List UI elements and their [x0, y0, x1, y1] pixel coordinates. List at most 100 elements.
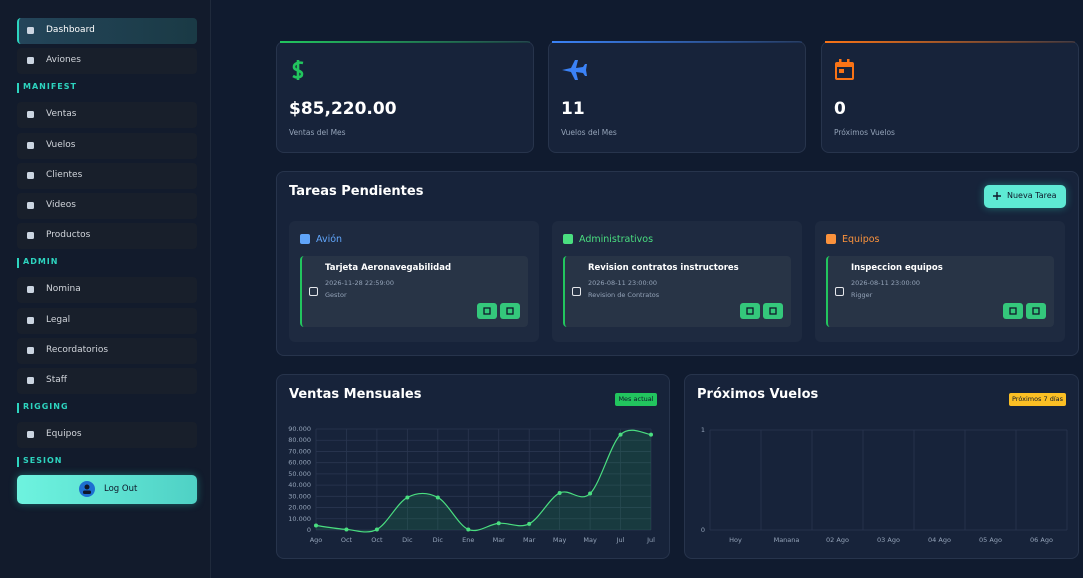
stat-accent — [825, 41, 1075, 43]
x-tick-label: Mar — [523, 536, 536, 544]
stat-accent — [280, 41, 530, 43]
task-title: Inspeccion equipos — [851, 263, 943, 273]
point — [466, 527, 471, 532]
task-meta: Gestor — [325, 291, 347, 299]
task-action-button[interactable] — [477, 303, 497, 319]
task-action-button[interactable] — [763, 303, 783, 319]
nav-item[interactable] — [17, 277, 197, 304]
chart-badge: Mes actual — [615, 393, 657, 406]
x-tick-label: May — [583, 536, 597, 544]
stat-label: Vuelos del Mes — [561, 128, 617, 137]
nav-label: Vuelos — [46, 139, 76, 150]
icon — [1009, 307, 1017, 315]
x-tick-label: Jul — [646, 536, 655, 544]
task-meta: Rigger — [851, 291, 873, 299]
x-tick-label: Ene — [462, 536, 474, 544]
icon — [27, 316, 34, 324]
nav-item[interactable] — [17, 102, 197, 129]
line — [315, 429, 652, 533]
nav-label: Equipos — [46, 429, 82, 440]
point — [435, 495, 440, 500]
x-tick-label: 06 Ago — [1030, 536, 1053, 544]
y-tick-label: 80.000 — [288, 436, 311, 444]
nav-section: SESION — [23, 456, 63, 466]
icon — [1032, 307, 1040, 315]
icon — [79, 481, 95, 497]
icon — [746, 307, 754, 315]
nav-label: Staff — [46, 375, 67, 385]
stat-value: 0 — [834, 99, 846, 119]
y-tick-label: 50.000 — [288, 470, 311, 478]
icon — [826, 234, 836, 244]
nav-item[interactable] — [17, 162, 197, 189]
icon — [27, 27, 34, 34]
icon — [300, 234, 310, 244]
point — [618, 432, 623, 437]
nav-item[interactable] — [17, 18, 197, 44]
chart-badge: Próximos 7 días — [1009, 393, 1066, 406]
point — [557, 490, 562, 495]
task-action-button[interactable] — [1026, 303, 1046, 319]
nav-label: Clientes — [46, 169, 83, 180]
task-title: Tarjeta Aeronavegabilidad — [325, 263, 452, 273]
nav-item[interactable] — [17, 307, 197, 334]
point — [588, 491, 593, 496]
nav-section-bar — [17, 258, 19, 269]
nav-item[interactable] — [17, 422, 197, 449]
y-tick-label: 1 — [701, 426, 705, 434]
icon — [27, 141, 34, 149]
y-tick-label: 10.000 — [288, 515, 311, 523]
nav-label: Recordatorios — [46, 344, 109, 355]
nav-item[interactable] — [17, 193, 197, 219]
nav-item[interactable] — [17, 337, 197, 364]
task-title: Revision contratos instructores — [588, 263, 739, 273]
x-tick-label: Jul — [616, 536, 625, 544]
task-checkbox[interactable] — [572, 287, 581, 296]
stat-label: Próximos Vuelos — [834, 128, 895, 137]
nav-item[interactable] — [17, 48, 197, 75]
icon — [27, 346, 34, 354]
icon — [835, 59, 854, 80]
nav-label: Nomina — [46, 284, 81, 295]
nav-item[interactable] — [17, 223, 197, 250]
point — [496, 521, 501, 526]
nav-label: Dashboard — [46, 25, 95, 35]
tasks-title: Tareas Pendientes — [289, 184, 424, 199]
nav-label: Productos — [46, 230, 91, 241]
nav-item[interactable] — [17, 132, 197, 159]
icon — [506, 307, 514, 315]
icon — [27, 377, 34, 384]
logout-button[interactable] — [17, 475, 197, 504]
panel — [276, 41, 534, 153]
area — [316, 430, 651, 532]
task-action-button[interactable] — [740, 303, 760, 319]
chart-title: Próximos Vuelos — [697, 387, 819, 402]
stat-value: 11 — [561, 99, 585, 119]
x-tick-label: Hoy — [729, 536, 742, 544]
point — [374, 527, 379, 532]
y-tick-label: 90.000 — [288, 425, 311, 433]
task-checkbox[interactable] — [835, 287, 844, 296]
icon — [27, 232, 34, 240]
nav-item[interactable] — [17, 368, 197, 394]
task-action-button[interactable] — [500, 303, 520, 319]
task-column-title: Administrativos — [579, 234, 654, 245]
y-tick-label: 40.000 — [288, 481, 311, 489]
task-date: 2026-11-28 22:59:00 — [325, 279, 395, 287]
task-action-button[interactable] — [1003, 303, 1023, 319]
chart-title: Ventas Mensuales — [289, 387, 422, 402]
x-tick-label: Oct — [371, 536, 383, 544]
new-task-button[interactable] — [984, 185, 1066, 208]
x-tick-label: 05 Ago — [979, 536, 1002, 544]
icon — [292, 60, 304, 80]
point — [649, 432, 653, 437]
stat-label: Ventas del Mes — [289, 128, 346, 137]
icon — [563, 234, 573, 244]
y-tick-label: 70.000 — [288, 447, 311, 455]
stat-accent — [552, 41, 802, 43]
icon — [27, 286, 34, 294]
nav-label: Ventas — [46, 109, 77, 120]
task-checkbox[interactable] — [309, 287, 318, 296]
y-tick-label: 0 — [307, 526, 311, 534]
